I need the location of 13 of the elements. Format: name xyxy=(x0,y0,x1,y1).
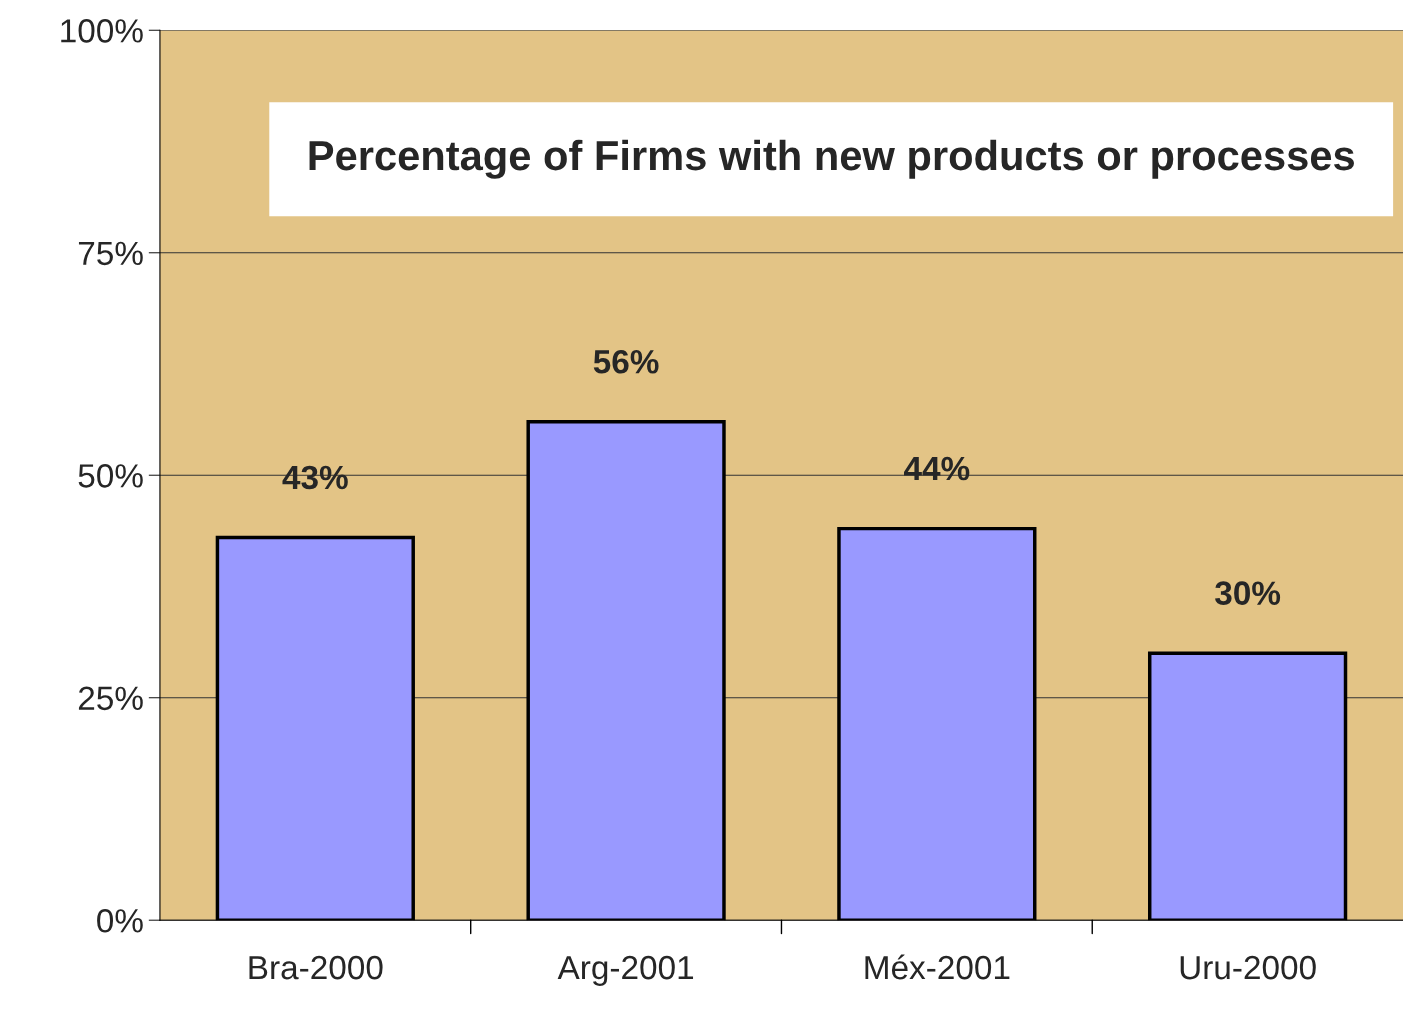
y-tick-label: 0% xyxy=(97,909,143,933)
y-tick-label: 25% xyxy=(78,686,143,711)
text: Percentage of Firms with new products or processes xyxy=(309,139,1354,179)
data-label: 44% xyxy=(904,456,970,481)
data-label: 56% xyxy=(593,349,659,374)
y-tick-label: 75% xyxy=(78,241,143,266)
data-label: 30% xyxy=(1215,581,1281,606)
x-tick-label: Arg-2001 xyxy=(557,955,694,986)
y-tick-label: 50% xyxy=(78,464,143,488)
x-tick-label: Bra-2000 xyxy=(249,955,383,980)
y-tick-label: 100% xyxy=(61,19,143,43)
x-tick-label: Uru-2000 xyxy=(1180,955,1316,980)
x-tick-label: Méx-2001 xyxy=(865,954,1010,980)
